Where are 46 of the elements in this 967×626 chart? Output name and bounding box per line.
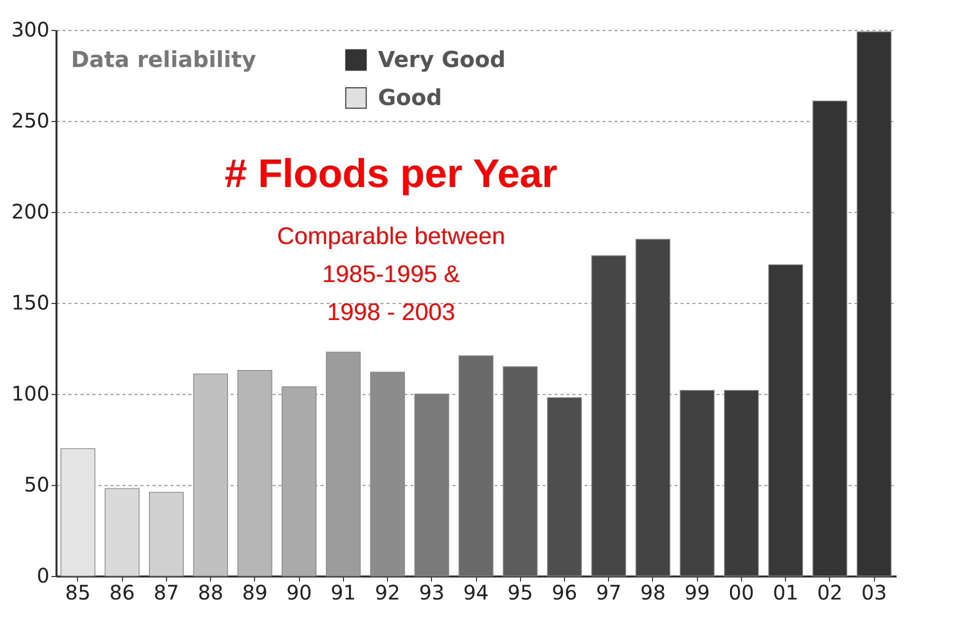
legend-label: Very Good (378, 48, 506, 73)
x-tick-label: 88 (198, 580, 224, 604)
text: # Floods per Year (224, 152, 558, 196)
bar (502, 366, 538, 576)
x-tick-label: 99 (684, 580, 710, 604)
x-tick-label: 87 (154, 580, 180, 604)
legend-title: Data reliability (71, 48, 256, 73)
bar (370, 372, 405, 576)
y-tick-label: 100 (11, 382, 50, 406)
bar (148, 492, 184, 576)
y-tick-label: 150 (11, 290, 50, 314)
bar (282, 386, 316, 576)
x-tick-label: 96 (552, 580, 578, 604)
x-tick-label: 03 (861, 580, 887, 604)
bar (591, 255, 626, 576)
bar (104, 488, 140, 576)
x-tick-label: 85 (65, 580, 91, 604)
y-tick-label: 300 (11, 18, 50, 42)
bar (193, 374, 228, 576)
x-tick-label: 02 (817, 580, 843, 604)
x-tick-label: 01 (772, 580, 798, 604)
x-tick-label: 89 (242, 580, 268, 604)
bar (237, 370, 272, 576)
x-tick-label: 95 (508, 580, 533, 604)
bar (636, 238, 670, 576)
x-tick-label: 92 (374, 580, 400, 604)
y-tick-label: 250 (11, 108, 50, 132)
x-tick-label: 00 (728, 580, 754, 604)
x-tick-label: 91 (330, 580, 356, 604)
y-tick-label: 200 (11, 200, 50, 224)
legend-label: Good (378, 86, 442, 111)
y-tick-label: 50 (24, 472, 50, 496)
bar (326, 352, 361, 576)
bar (680, 390, 715, 576)
text: Comparable between 1985-1995 & 1998 - 2003 (276, 223, 506, 326)
bar (458, 355, 494, 576)
bar (547, 397, 582, 576)
x-tick-label: 94 (463, 580, 489, 604)
x-tick-label: 90 (286, 580, 312, 604)
y-tick-label: 0 (36, 564, 50, 588)
x-tick-label: 86 (109, 580, 135, 604)
bar (414, 394, 450, 576)
x-tick-label: 98 (640, 580, 666, 604)
x-tick-label: 93 (419, 580, 444, 604)
bar (60, 448, 96, 576)
x-tick-label: 97 (596, 580, 622, 604)
